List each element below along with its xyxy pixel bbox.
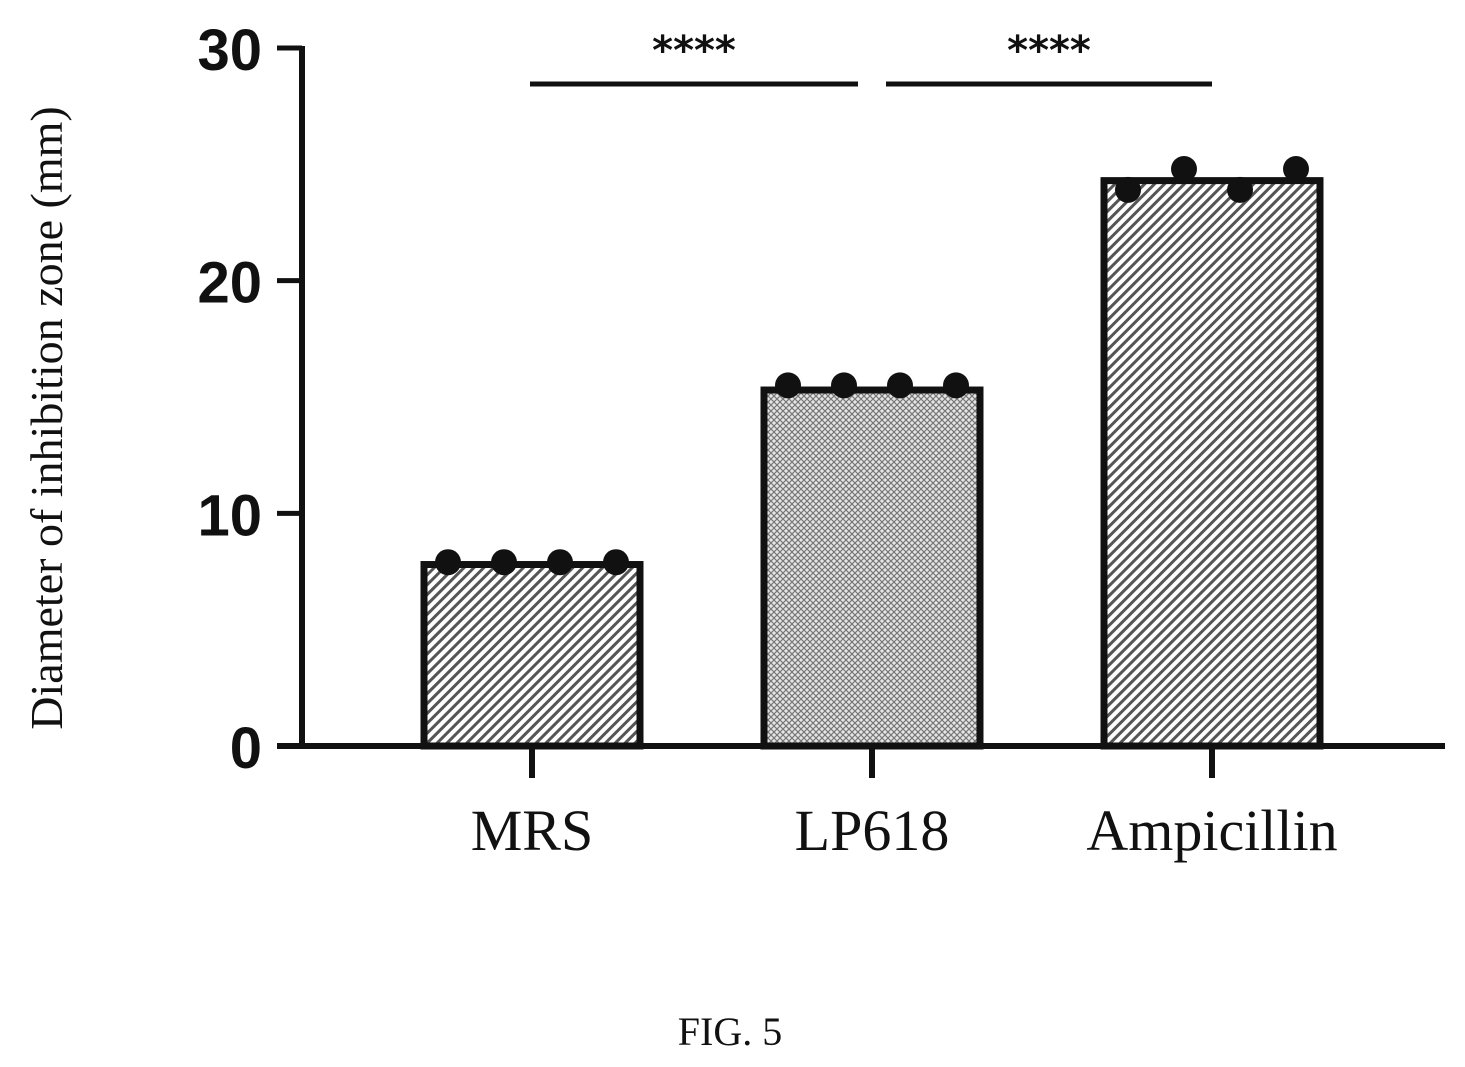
y-tick-label: 30: [197, 18, 262, 83]
data-point: [887, 372, 913, 399]
data-point: [1227, 176, 1253, 203]
significance-label: ****: [1007, 28, 1091, 74]
bars: [420, 177, 1324, 750]
y-tick-label: 0: [230, 716, 262, 781]
figure-caption: FIG. 5: [678, 1009, 782, 1054]
x-tick-label: MRS: [471, 798, 594, 863]
bar-ampicillin: [1100, 177, 1324, 750]
data-point: [943, 372, 969, 399]
y-tick-label: 10: [197, 483, 262, 548]
data-point: [547, 549, 573, 576]
x-tick-label: Ampicillin: [1086, 798, 1337, 863]
bar-mrs: [420, 561, 644, 750]
data-point: [1115, 176, 1141, 203]
y-tick-label: 20: [197, 251, 262, 316]
axis-labels: 0 10 20 30 MRS LP618 Ampicillin: [197, 18, 1337, 863]
data-points: [435, 155, 1309, 576]
data-point: [775, 372, 801, 399]
data-point: [435, 549, 461, 576]
data-point: [603, 549, 629, 576]
significance-label: ****: [652, 28, 736, 74]
data-point: [1171, 155, 1197, 182]
significance-brackets: **** ****: [530, 28, 1212, 87]
data-point: [831, 372, 857, 399]
bar-lp618: [760, 386, 984, 750]
x-tick-label: LP618: [795, 798, 950, 863]
data-point: [491, 549, 517, 576]
data-point: [1283, 155, 1309, 182]
y-axis-title: Diameter of inhibition zone (mm): [21, 106, 72, 729]
